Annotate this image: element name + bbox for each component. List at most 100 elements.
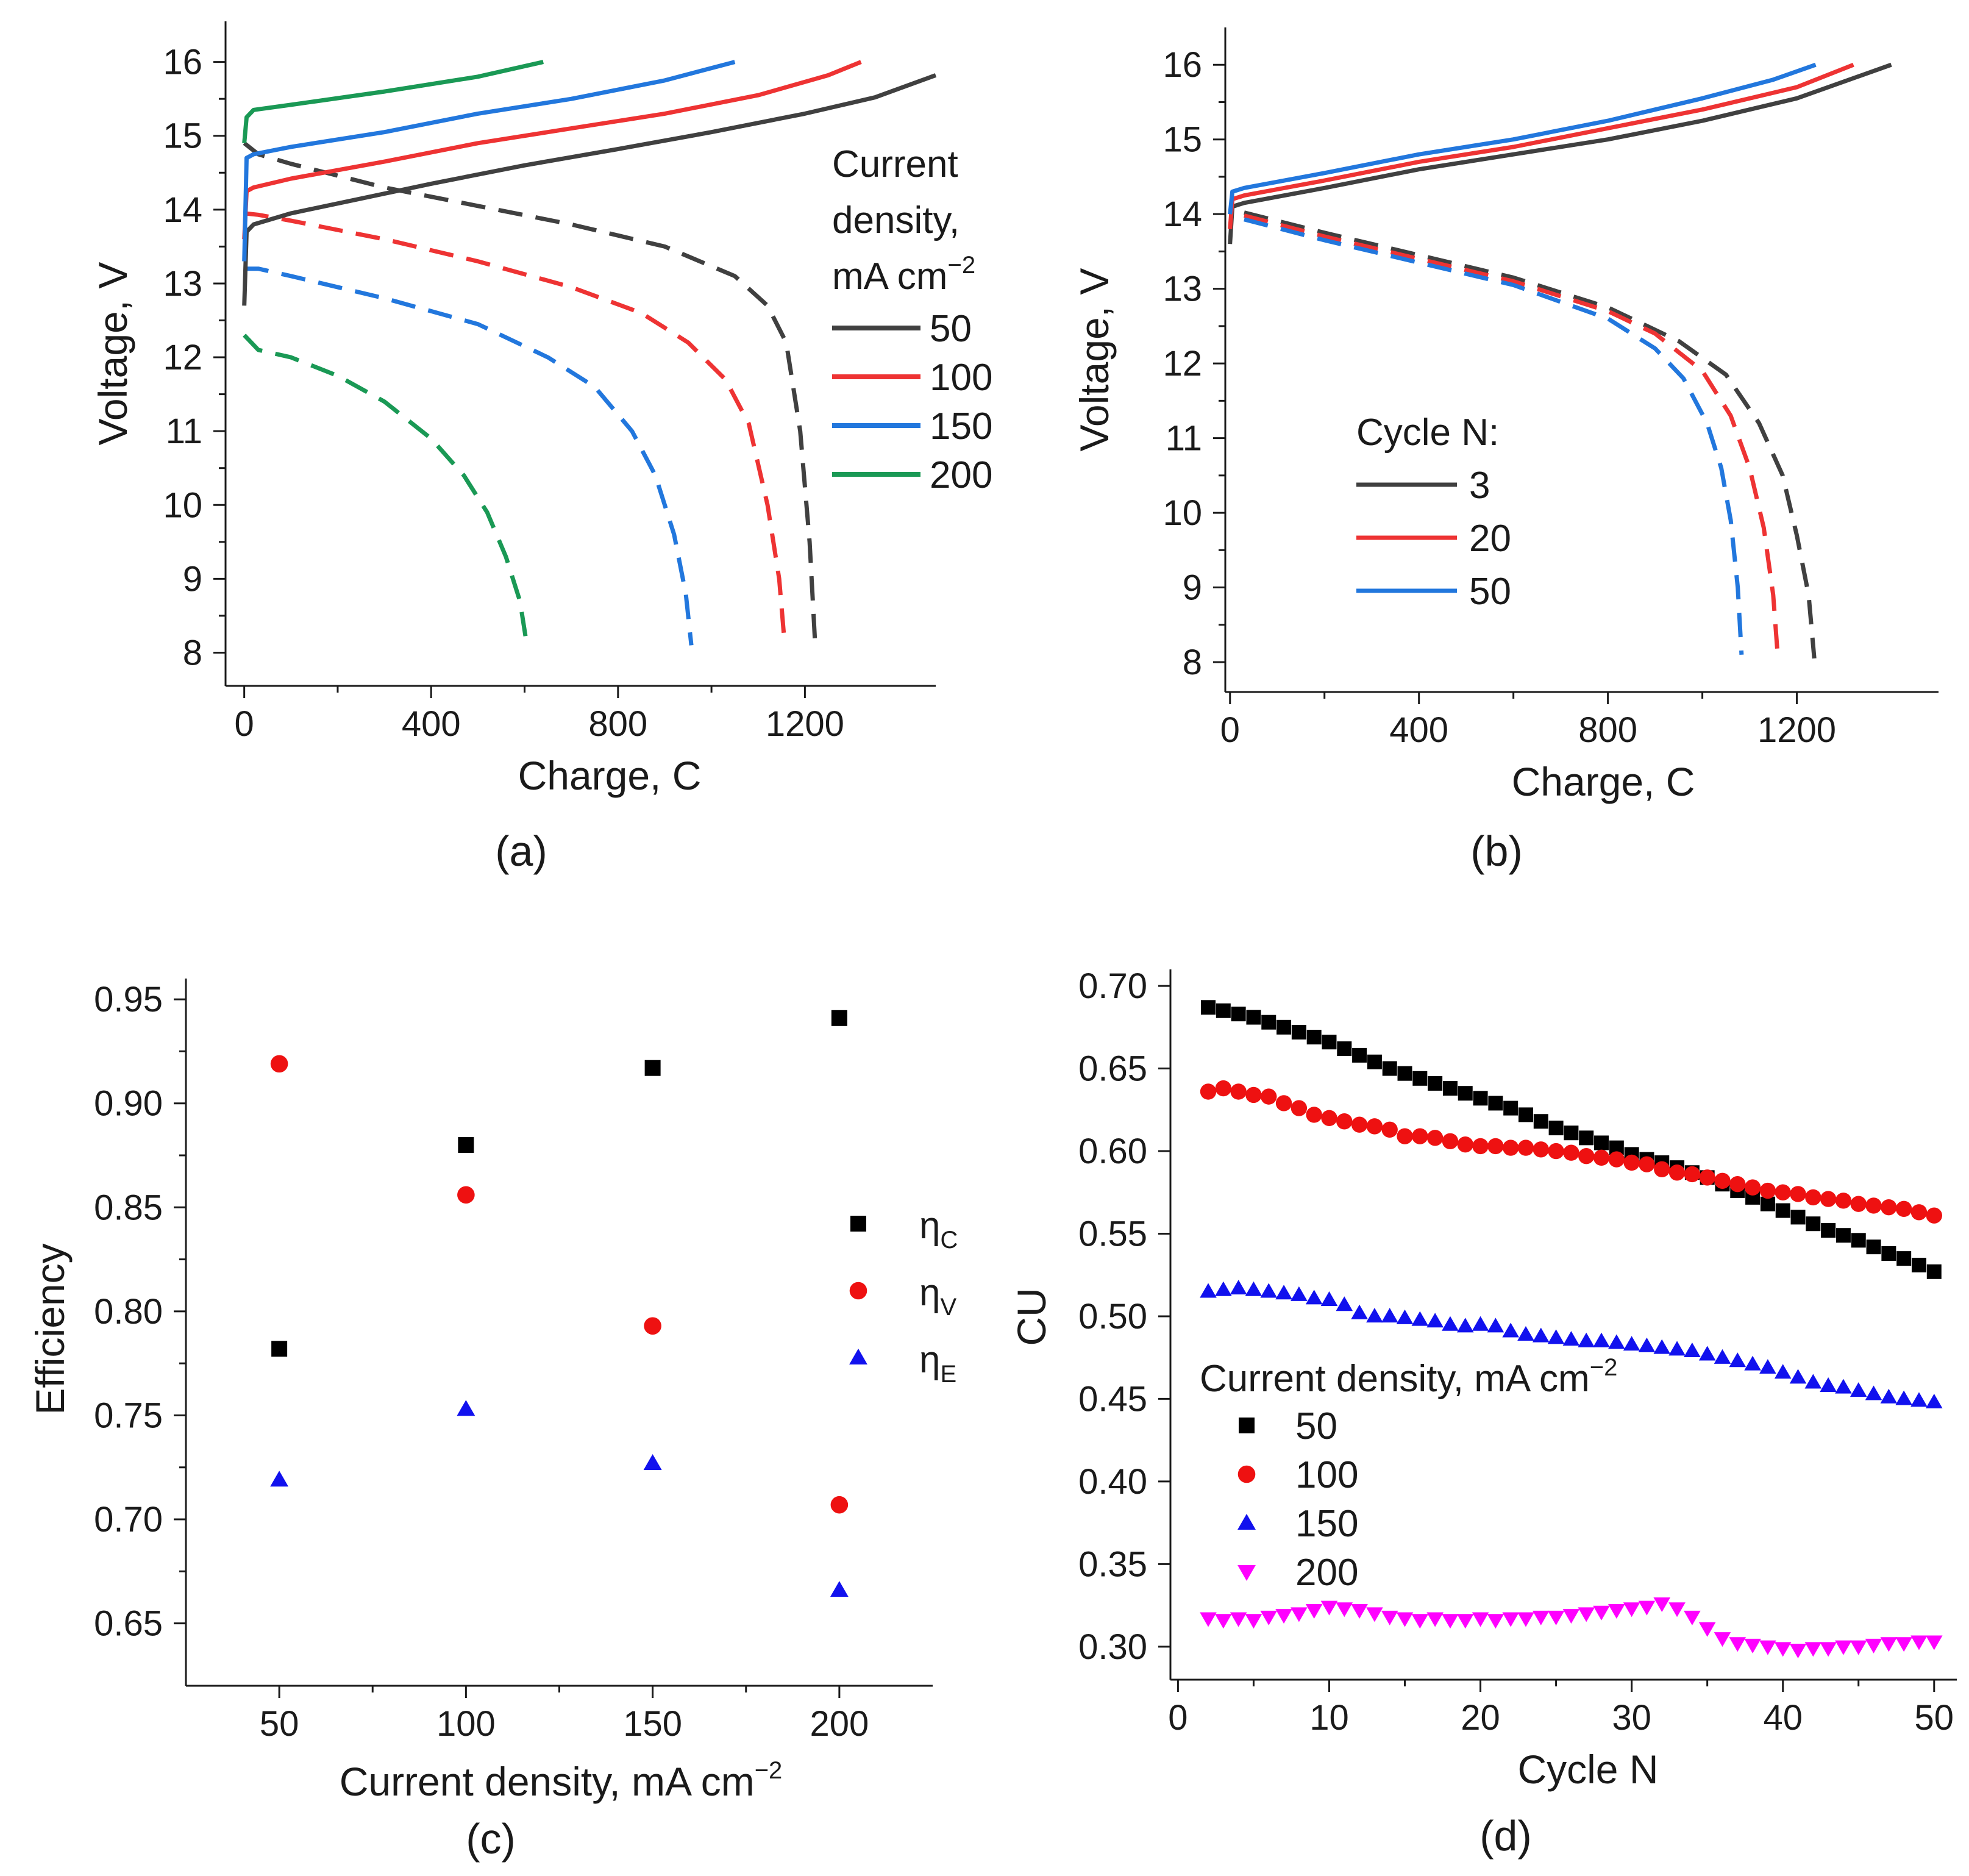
panel-b-y-tick-label-0: 8 bbox=[1183, 643, 1202, 682]
panel-d-point-50-18 bbox=[1442, 1081, 1458, 1096]
panel-a-ticks: 0 400 800 1200 8 9 10 11 12 13 14 15 16 bbox=[163, 43, 844, 744]
panel-d-point-200-42 bbox=[1804, 1642, 1822, 1657]
panel-a-series-50-charge-line bbox=[242, 73, 937, 306]
panel-d-point-50-50 bbox=[1926, 1264, 1942, 1279]
panel-d-legend-items: 50 100 150 200 bbox=[1237, 1405, 1358, 1594]
panel-d-point-50-43 bbox=[1821, 1223, 1836, 1238]
panel-d-point-200-3 bbox=[1215, 1614, 1232, 1629]
panel-d-point-50-17 bbox=[1428, 1075, 1443, 1091]
panel-d-legend-label-150: 150 bbox=[1295, 1503, 1358, 1545]
panel-c-ticks: 50 100 150 200 0.65 0.70 0.75 0.80 0.85 0.90 0.95 bbox=[94, 980, 869, 1744]
panel-d-point-150-49 bbox=[1910, 1392, 1928, 1407]
panel-d-y-tick-label-4: 0.50 bbox=[1078, 1297, 1147, 1336]
panel-b-legend-title: Cycle N: bbox=[1356, 412, 1499, 454]
panel-d-point-50-41 bbox=[1790, 1210, 1806, 1225]
panel-d-point-150-16 bbox=[1411, 1311, 1429, 1326]
panel-d-legend-label-100: 100 bbox=[1295, 1454, 1358, 1496]
panel-d-point-150-42 bbox=[1804, 1374, 1822, 1389]
panel-d-point-200-21 bbox=[1487, 1614, 1504, 1629]
panel-a-series-100-discharge-line bbox=[244, 211, 787, 646]
panel-d-point-200-5 bbox=[1245, 1614, 1262, 1629]
panel-b-series-20-discharge-line bbox=[1244, 213, 1781, 659]
panel-d-point-150-40 bbox=[1774, 1364, 1792, 1379]
panel-b-ticks: 0 400 800 1200 8 9 10 11 12 13 14 15 16 bbox=[1163, 45, 1836, 750]
panel-a-x-tick-label-3: 1200 bbox=[766, 704, 844, 744]
panel-d-point-100-50 bbox=[1926, 1207, 1942, 1224]
panel-c-point-E-150 bbox=[643, 1453, 662, 1470]
panel-a-series-100-charge-line bbox=[242, 60, 862, 240]
panel-a-legend-title-line-1: Current bbox=[832, 143, 958, 185]
panel-c-point-V-200 bbox=[830, 1496, 849, 1514]
panel-d-point-50-3 bbox=[1216, 1003, 1231, 1018]
panel-d-point-200-12 bbox=[1351, 1604, 1368, 1619]
panel-d-point-50-28 bbox=[1594, 1135, 1609, 1150]
panel-d-point-200-31 bbox=[1638, 1600, 1656, 1616]
panel-d-point-100-5 bbox=[1245, 1086, 1262, 1104]
panel-a-y-label: Voltage, V bbox=[90, 262, 135, 446]
panel-d-point-50-25 bbox=[1548, 1121, 1564, 1136]
panel-d-point-200-50 bbox=[1925, 1635, 1943, 1650]
panel-d-point-100-13 bbox=[1366, 1118, 1383, 1135]
panel-d-point-150-41 bbox=[1789, 1369, 1807, 1384]
panel-d-point-200-34 bbox=[1684, 1610, 1701, 1625]
panel-d-legend-label-200: 200 bbox=[1295, 1552, 1358, 1594]
panel-d-legend: Current density, mA cm−2 50 100 150 200 bbox=[1200, 1354, 1617, 1594]
panel-d-point-100-43 bbox=[1820, 1191, 1837, 1207]
panel-d-point-150-21 bbox=[1487, 1318, 1504, 1333]
panel-d-point-50-27 bbox=[1579, 1130, 1594, 1146]
panel-a-legend-label-150: 150 bbox=[930, 405, 992, 448]
panel-d-point-100-16 bbox=[1412, 1128, 1428, 1144]
panel-d-point-100-23 bbox=[1517, 1140, 1534, 1156]
panel-d-point-100-2 bbox=[1200, 1083, 1217, 1100]
panel-c-point-V-50 bbox=[270, 1055, 288, 1073]
panel-c-legend-label-E: ηE bbox=[919, 1339, 956, 1388]
panel-d-point-150-9 bbox=[1305, 1289, 1323, 1305]
panel-d-point-200-47 bbox=[1880, 1637, 1898, 1652]
panel-c-legend-label-C: ηC bbox=[919, 1205, 958, 1254]
panel-d-point-200-46 bbox=[1865, 1638, 1882, 1653]
panel-c-y-tick-label-1: 0.70 bbox=[94, 1500, 163, 1539]
panel-d-point-150-17 bbox=[1426, 1313, 1444, 1328]
panel-c-label: (c) bbox=[466, 1815, 516, 1863]
panel-a-y-tick-label-7: 15 bbox=[163, 116, 202, 156]
panel-d-point-200-27 bbox=[1578, 1607, 1595, 1622]
panel-d-point-100-15 bbox=[1397, 1128, 1413, 1144]
panel-d-point-100-28 bbox=[1593, 1149, 1610, 1166]
panel-d-point-100-47 bbox=[1881, 1199, 1897, 1216]
panel-b-label: (b) bbox=[1470, 827, 1523, 875]
panel-a-x-tick-label-2: 800 bbox=[588, 704, 647, 744]
panel-d-legend-marker-200 bbox=[1237, 1564, 1256, 1581]
panel-d-point-200-23 bbox=[1517, 1612, 1534, 1627]
panel-a-y-tick-label-3: 11 bbox=[166, 412, 202, 451]
panel-d-point-100-44 bbox=[1835, 1193, 1852, 1209]
panel-a-legend-items: 50 100 150 200 bbox=[832, 308, 992, 496]
panel-d-label: (d) bbox=[1479, 1812, 1532, 1860]
panel-a-plot-area bbox=[242, 60, 937, 646]
panel-d-x-tick-label-4: 40 bbox=[1763, 1698, 1803, 1738]
panel-d-point-50-23 bbox=[1518, 1107, 1533, 1122]
panel-c-legend: ηC ηV ηE bbox=[849, 1205, 958, 1388]
panel-d-point-150-46 bbox=[1865, 1385, 1882, 1400]
panel-d-point-100-37 bbox=[1729, 1176, 1746, 1193]
panel-d-point-100-21 bbox=[1487, 1138, 1504, 1155]
panel-d-legend-marker-150 bbox=[1237, 1514, 1256, 1530]
panel-d-point-100-34 bbox=[1684, 1166, 1701, 1183]
panel-d-point-150-43 bbox=[1820, 1377, 1837, 1392]
panel-d-point-200-8 bbox=[1291, 1607, 1308, 1622]
panel-d-point-200-24 bbox=[1532, 1610, 1550, 1625]
panel-d-point-150-30 bbox=[1623, 1336, 1640, 1351]
panel-d-point-50-22 bbox=[1503, 1100, 1519, 1116]
panel-d-point-50-47 bbox=[1881, 1246, 1896, 1261]
panel-d-y-tick-label-7: 0.65 bbox=[1078, 1049, 1147, 1089]
panel-d-point-150-36 bbox=[1714, 1349, 1731, 1364]
panel-d-point-150-4 bbox=[1230, 1280, 1247, 1295]
panel-d-point-200-15 bbox=[1396, 1612, 1414, 1627]
panel-c-point-E-200 bbox=[830, 1581, 849, 1597]
panel-d-point-100-46 bbox=[1865, 1197, 1882, 1214]
panel-a-y-tick-label-1: 9 bbox=[183, 559, 202, 599]
panel-b-legend-items: 3 20 50 bbox=[1356, 465, 1511, 613]
panel-d-y-tick-label-6: 0.60 bbox=[1078, 1132, 1147, 1171]
panel-c-point-C-200 bbox=[831, 1010, 847, 1026]
panel-a-series-150-discharge-line bbox=[244, 266, 694, 646]
panel-d-y-tick-label-5: 0.55 bbox=[1078, 1214, 1147, 1254]
